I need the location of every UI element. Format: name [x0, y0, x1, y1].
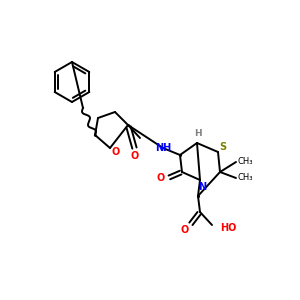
Text: O: O: [157, 173, 165, 183]
Text: CH₃: CH₃: [238, 173, 254, 182]
Text: O: O: [181, 225, 189, 235]
Text: H: H: [194, 130, 202, 139]
Text: O: O: [112, 147, 120, 157]
Text: S: S: [219, 142, 226, 152]
Text: NH: NH: [155, 143, 171, 153]
Text: O: O: [131, 151, 139, 161]
Text: HO: HO: [220, 223, 236, 233]
Text: CH₃: CH₃: [238, 158, 254, 166]
Text: N: N: [198, 182, 206, 192]
